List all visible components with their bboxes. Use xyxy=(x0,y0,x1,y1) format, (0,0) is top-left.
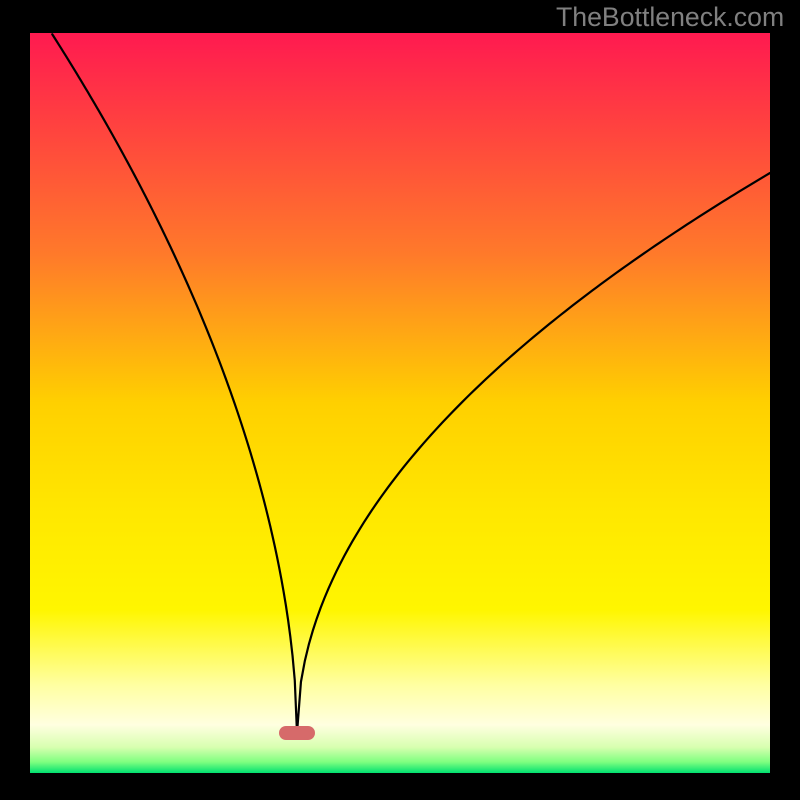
watermark-text: TheBottleneck.com xyxy=(556,2,784,33)
curve-path xyxy=(52,34,770,733)
bottleneck-curve xyxy=(0,0,800,800)
optimum-marker xyxy=(279,726,315,740)
optimum-marker-rect xyxy=(279,726,315,740)
chart-canvas: TheBottleneck.com xyxy=(0,0,800,800)
